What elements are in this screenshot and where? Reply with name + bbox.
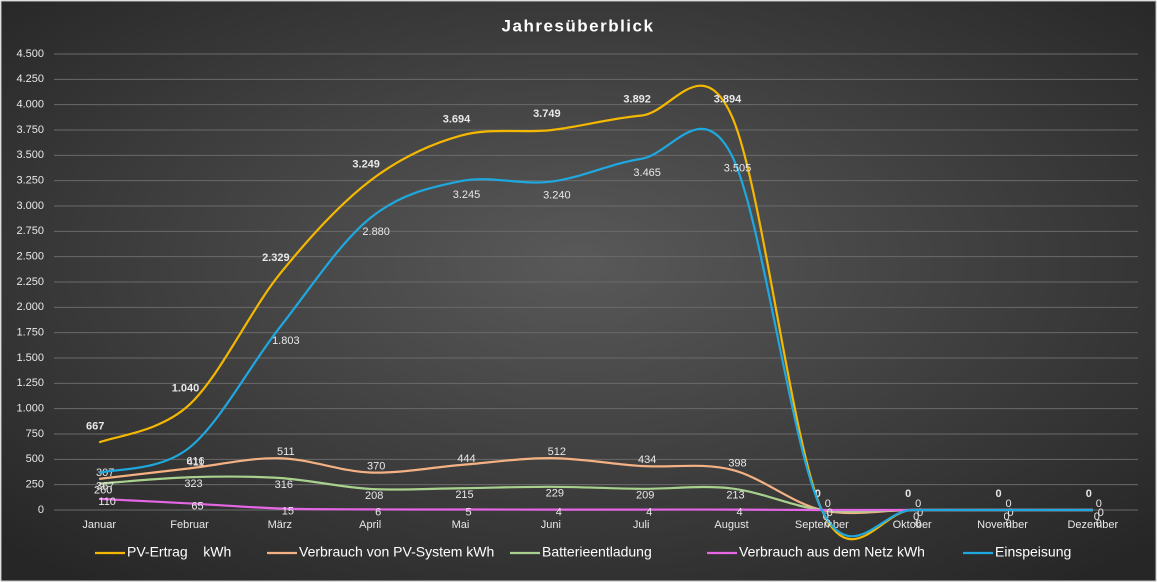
- data-label: 0: [915, 518, 921, 530]
- data-label: 0: [913, 511, 919, 523]
- series-line: [98, 127, 1093, 538]
- y-tick-label: 3.750: [16, 124, 44, 136]
- legend-label: Einspeisung: [995, 544, 1071, 560]
- x-tick-label: August: [714, 519, 748, 531]
- x-tick-label: April: [359, 519, 381, 531]
- legend-label: Verbrauch aus dem Netz kWh: [739, 544, 925, 560]
- data-label: 3.694: [443, 114, 471, 126]
- data-label: 1.040: [172, 383, 200, 395]
- data-label: 0: [915, 498, 921, 510]
- data-label: 0: [905, 488, 911, 500]
- y-tick-label: 3.500: [16, 149, 44, 161]
- legend-label: Batterieentladung: [542, 544, 652, 560]
- data-label: 3.240: [543, 190, 571, 202]
- x-tick-label: Februar: [170, 519, 209, 531]
- data-label: 0: [917, 507, 923, 519]
- legend-label: PV-Ertrag kWh: [127, 544, 231, 560]
- x-tick-label: Oktober: [893, 519, 932, 531]
- data-label: 208: [365, 490, 383, 502]
- data-label: 3.894: [714, 93, 742, 105]
- data-label: 316: [275, 479, 293, 491]
- data-label: 3.249: [352, 159, 380, 171]
- y-tick-label: 3.250: [16, 175, 44, 187]
- data-label: 3.505: [724, 163, 752, 175]
- data-label: 0: [1086, 488, 1092, 500]
- y-tick-label: 250: [26, 479, 44, 491]
- y-tick-label: 4.000: [16, 99, 44, 111]
- data-label: 0: [1096, 518, 1102, 530]
- data-label: 4: [646, 507, 652, 519]
- data-label: 3.465: [633, 167, 661, 179]
- data-label: 4: [736, 507, 742, 519]
- y-tick-label: 500: [26, 453, 44, 465]
- y-tick-label: 2.500: [16, 251, 44, 263]
- data-label: 2.329: [262, 252, 290, 264]
- data-label: 0: [815, 488, 821, 500]
- chart-title: Jahresüberblick: [502, 16, 655, 35]
- data-label: 213: [726, 489, 744, 501]
- data-label: 260: [94, 485, 112, 497]
- x-tick-label: Mai: [452, 519, 470, 531]
- data-label: 0: [1005, 498, 1011, 510]
- y-tick-label: 1.500: [16, 352, 44, 364]
- data-label: 434: [638, 454, 656, 466]
- data-label: 3.749: [533, 108, 561, 120]
- data-label: 444: [457, 453, 475, 465]
- x-tick-label: November: [977, 519, 1028, 531]
- data-label: 667: [86, 420, 104, 432]
- x-tick-label: Juni: [541, 519, 561, 531]
- y-tick-label: 3.000: [16, 200, 44, 212]
- data-label: 512: [548, 446, 566, 458]
- data-label: 411: [187, 456, 205, 468]
- y-tick-label: 0: [38, 504, 44, 516]
- data-label: 1.803: [272, 335, 300, 347]
- data-label: 0: [825, 518, 831, 530]
- x-tick-label: Januar: [82, 519, 116, 531]
- data-label: 3.892: [623, 94, 651, 106]
- data-label: 0: [1005, 518, 1011, 530]
- data-label: 367: [96, 481, 114, 493]
- y-tick-label: 1.750: [16, 327, 44, 339]
- y-tick-label: 750: [26, 428, 44, 440]
- y-tick-label: 2.750: [16, 225, 44, 237]
- data-label: 0: [995, 488, 1001, 500]
- data-label: 65: [191, 500, 203, 512]
- data-label: 0: [825, 498, 831, 510]
- data-label: 0: [1096, 498, 1102, 510]
- data-label: 0: [827, 507, 833, 519]
- y-tick-label: 2.250: [16, 276, 44, 288]
- data-label: 398: [728, 458, 746, 470]
- data-label: 15: [282, 505, 294, 517]
- x-tick-label: Dezember: [1067, 519, 1118, 531]
- data-label: 3.245: [453, 189, 481, 201]
- y-tick-label: 4.500: [16, 48, 44, 60]
- data-label: 511: [277, 446, 295, 458]
- data-label: 323: [184, 478, 202, 490]
- y-tick-label: 2.000: [16, 301, 44, 313]
- y-tick-label: 1.000: [16, 403, 44, 415]
- data-label: 0: [1098, 507, 1104, 519]
- data-label: 215: [455, 489, 473, 501]
- data-label: 110: [98, 496, 116, 508]
- y-tick-label: 1.250: [16, 377, 44, 389]
- data-label: 370: [367, 460, 385, 472]
- data-label: 616: [186, 455, 204, 467]
- data-label: 229: [546, 488, 564, 500]
- data-label: 209: [636, 490, 654, 502]
- data-label: 4: [556, 507, 562, 519]
- data-label: 0: [1003, 511, 1009, 523]
- y-tick-label: 4.250: [16, 73, 44, 85]
- data-label: 6: [375, 506, 381, 518]
- data-label: 2.880: [362, 226, 390, 238]
- x-tick-label: Juli: [633, 519, 650, 531]
- data-label: 5: [465, 506, 471, 518]
- x-tick-label: März: [268, 519, 292, 531]
- data-label: 0: [1094, 511, 1100, 523]
- legend-label: Verbrauch von PV-System kWh: [299, 544, 494, 560]
- data-label: 0: [1007, 507, 1013, 519]
